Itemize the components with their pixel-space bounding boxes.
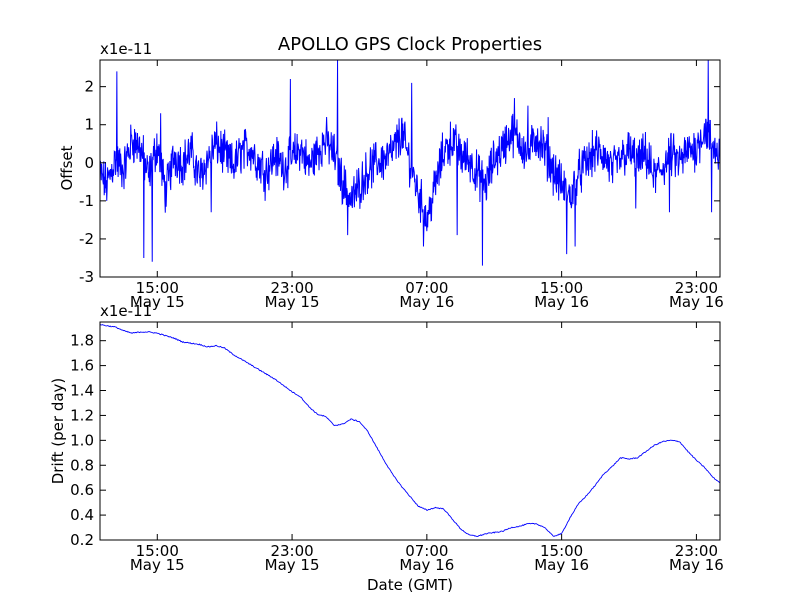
drift-y-ticks: 0.2 0.4 0.6 0.8 1.0 1.2 1.4 1.6 1.8 — [70, 332, 720, 549]
drift-x-tick-date: May 15 — [130, 556, 185, 574]
drift-y-tick-label: 0.8 — [70, 456, 94, 474]
offset-y-tick-label: 0 — [84, 154, 94, 172]
offset-x-tick-date: May 16 — [534, 293, 589, 311]
drift-x-tick-date: May 16 — [669, 556, 724, 574]
offset-multiplier-label: x1e-11 — [100, 40, 152, 58]
offset-x-tick-date: May 16 — [399, 293, 454, 311]
offset-x-tick-time: 15:00 — [136, 279, 179, 297]
drift-x-tick-date: May 16 — [399, 556, 454, 574]
drift-y-tick-label: 1.6 — [70, 357, 94, 375]
offset-x-tick-date: May 15 — [265, 293, 320, 311]
drift-y-tick-label: 0.6 — [70, 481, 94, 499]
drift-multiplier-label: x1e-11 — [100, 302, 152, 320]
drift-x-tick-time: 23:00 — [675, 542, 718, 560]
drift-x-tick-date: May 15 — [265, 556, 320, 574]
offset-series — [100, 60, 720, 266]
offset-y-tick-label: -1 — [79, 192, 94, 210]
drift-y-axis-label: Drift (per day) — [49, 378, 67, 485]
drift-x-tick-time: 15:00 — [136, 542, 179, 560]
drift-line — [100, 323, 720, 538]
offset-x-tick-time: 23:00 — [270, 279, 313, 297]
drift-x-tick-time: 07:00 — [405, 542, 448, 560]
offset-y-tick-label: -3 — [79, 268, 94, 286]
offset-x-tick-date: May 16 — [669, 293, 724, 311]
drift-x-tick-date: May 16 — [534, 556, 589, 574]
drift-x-axis-label: Date (GMT) — [367, 576, 453, 594]
drift-x-tick-time: 15:00 — [540, 542, 583, 560]
offset-y-tick-label: 2 — [84, 78, 94, 96]
offset-axes-frame — [99, 59, 721, 278]
drift-y-tick-label: 1.4 — [70, 382, 94, 400]
offset-y-ticks: -3 -2 -1 0 1 2 — [79, 78, 720, 286]
offset-x-tick-time: 07:00 — [405, 279, 448, 297]
drift-axes-frame — [99, 321, 721, 541]
drift-x-tick-time: 23:00 — [270, 542, 313, 560]
offset-y-axis-label: Offset — [58, 145, 76, 190]
drift-y-tick-label: 0.4 — [70, 506, 94, 524]
drift-y-tick-label: 0.2 — [70, 531, 94, 549]
offset-x-tick-time: 23:00 — [675, 279, 718, 297]
offset-y-tick-label: -2 — [79, 230, 94, 248]
offset-x-tick-time: 15:00 — [540, 279, 583, 297]
chart-title: APOLLO GPS Clock Properties — [278, 34, 542, 55]
drift-y-tick-label: 1.8 — [70, 332, 94, 350]
offset-y-tick-label: 1 — [84, 116, 94, 134]
drift-y-tick-label: 1.0 — [70, 431, 94, 449]
drift-y-tick-label: 1.2 — [70, 406, 94, 424]
offset-x-tick-date: May 15 — [130, 293, 185, 311]
offset-line — [100, 60, 720, 266]
drift-series — [100, 323, 720, 538]
